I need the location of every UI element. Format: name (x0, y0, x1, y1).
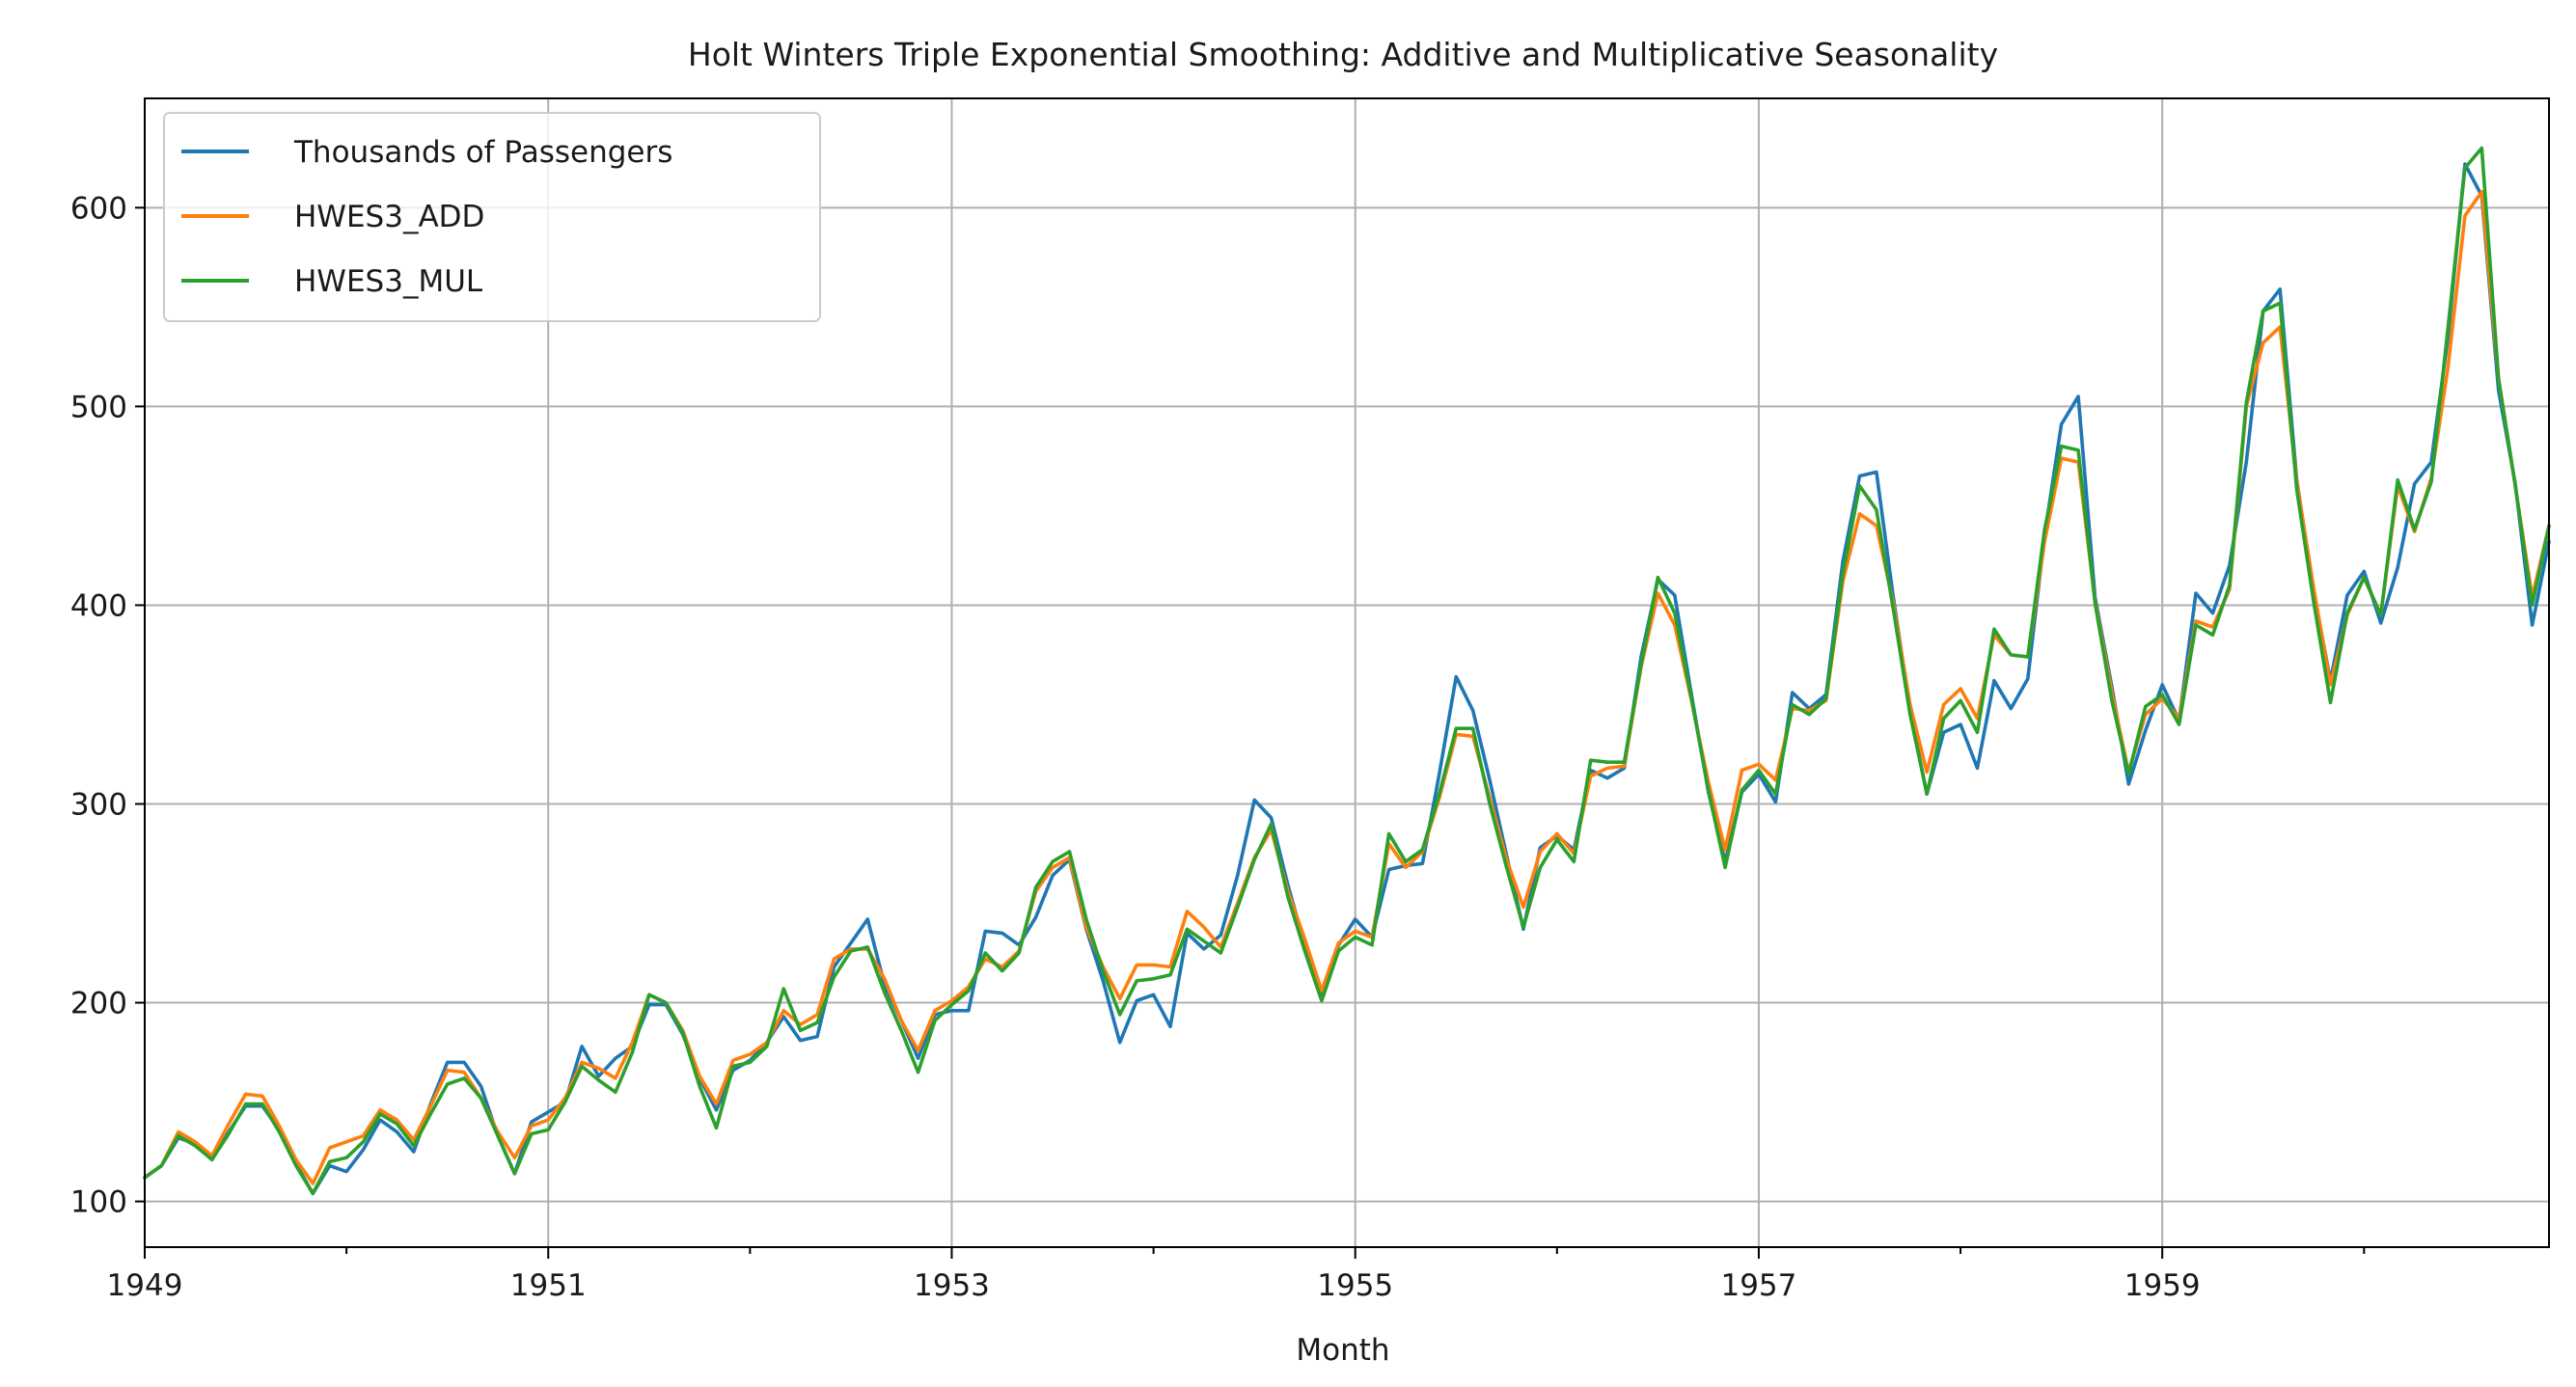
y-tick-label: 100 (70, 1185, 127, 1220)
y-axis: 100 200 300 400 500 600 (70, 191, 145, 1220)
x-tick-label: 1949 (107, 1268, 183, 1303)
y-tick-label: 600 (70, 191, 127, 226)
chart-title: Holt Winters Triple Exponential Smoothin… (688, 36, 1998, 73)
legend-label: Thousands of Passengers (293, 135, 672, 170)
x-tick-label: 1951 (510, 1268, 587, 1303)
legend-label: HWES3_ADD (294, 200, 484, 234)
plot-frame (144, 97, 2550, 1248)
x-tick-label: 1953 (914, 1268, 990, 1303)
x-axis-label: Month (1296, 1333, 1389, 1368)
x-tick-label: 1959 (2124, 1268, 2201, 1303)
legend: Thousands of Passengers HWES3_ADD HWES3_MU… (163, 112, 821, 322)
legend-label: HWES3_MUL (294, 264, 483, 299)
x-tick-label: 1957 (1720, 1268, 1796, 1303)
series-line-hwes3-mul (143, 146, 2551, 1196)
x-tick-label: 1955 (1317, 1268, 1393, 1303)
legend-box (163, 112, 821, 322)
y-tick-label: 400 (70, 588, 127, 623)
y-tick-label: 200 (70, 987, 127, 1021)
y-tick-label: 300 (70, 787, 127, 822)
series-line-thousands-of-passengers (143, 162, 2551, 1196)
series-line-hwes3-add (143, 190, 2551, 1185)
y-tick-label: 500 (70, 390, 127, 424)
x-axis: 1949 1951 1953 1955 1957 1959 (107, 1247, 2366, 1303)
series-layer (143, 146, 2551, 1196)
